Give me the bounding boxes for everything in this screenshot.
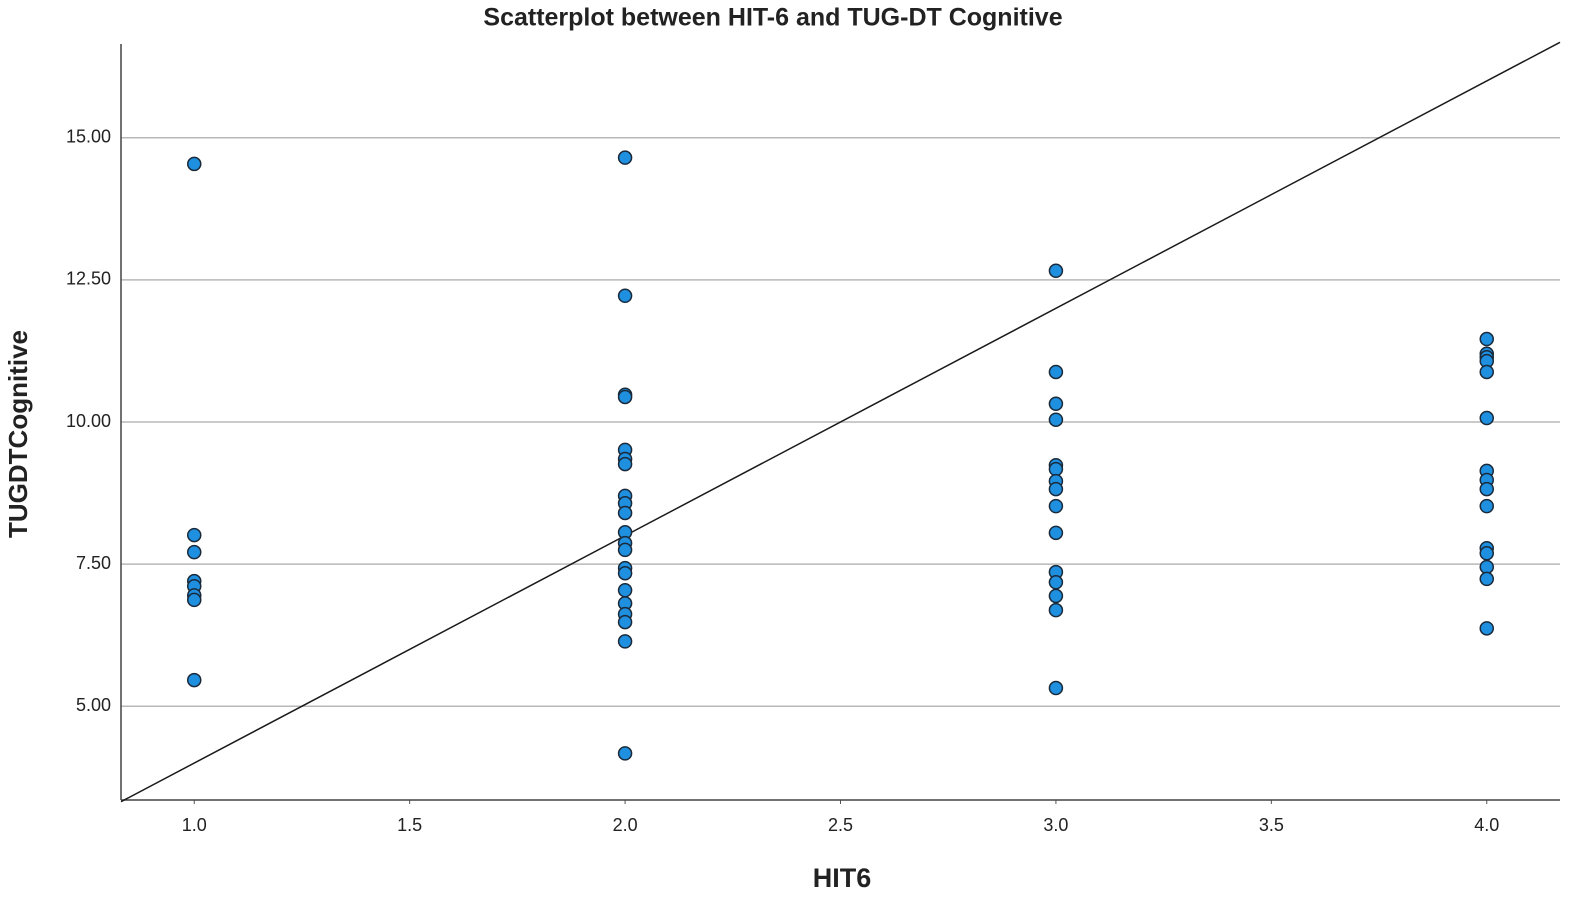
point	[186, 672, 202, 688]
point	[1479, 410, 1495, 426]
point	[1048, 412, 1064, 427]
point	[1048, 481, 1064, 497]
point	[617, 634, 633, 649]
x-tick-label: 1.0	[182, 815, 207, 835]
point	[1479, 559, 1495, 575]
y-tick-label: 5.00	[76, 695, 111, 715]
y-tick-label: 15.00	[66, 127, 111, 147]
point	[1479, 546, 1495, 561]
point	[617, 542, 633, 558]
point	[1048, 602, 1064, 618]
point	[186, 544, 202, 560]
point	[617, 288, 633, 304]
point	[1479, 498, 1495, 514]
point	[1479, 364, 1495, 380]
point	[1048, 263, 1064, 279]
point	[1048, 498, 1064, 514]
x-tick-label: 2.5	[828, 815, 853, 835]
point	[1048, 680, 1064, 696]
point	[1479, 621, 1495, 636]
point	[186, 592, 202, 608]
chart-title: Scatterplot between HIT-6 and TUG-DT Cog…	[483, 4, 1062, 32]
point	[1479, 481, 1495, 497]
point	[1048, 396, 1064, 412]
point	[186, 156, 202, 172]
point	[1479, 571, 1495, 587]
x-tick-label: 4.0	[1474, 815, 1499, 835]
point	[186, 527, 202, 543]
x-tick-label: 3.5	[1259, 815, 1284, 835]
point	[1048, 364, 1064, 380]
y-tick-label: 12.50	[66, 269, 111, 289]
point	[617, 389, 633, 405]
plot: 5.00 7.50 10.00 12.50 15.00 1.0 1.5 2.0 2.5 3.0 3.…	[66, 41, 1561, 835]
point	[1048, 588, 1064, 604]
reference-line	[120, 41, 1561, 803]
point	[1048, 525, 1064, 541]
y-tick-label: 7.50	[76, 553, 111, 573]
point	[617, 565, 633, 581]
point	[1479, 331, 1495, 347]
point	[617, 505, 633, 521]
x-tick-label: 2.0	[613, 815, 638, 835]
point	[1048, 461, 1064, 477]
point	[1048, 575, 1064, 590]
point	[617, 746, 633, 761]
point	[617, 583, 633, 598]
point	[617, 456, 633, 472]
y-tick-label: 10.00	[66, 411, 111, 431]
x-tick-label: 3.0	[1043, 815, 1068, 835]
x-tick-label: 1.5	[397, 815, 422, 835]
point	[617, 150, 633, 165]
x-axis-label: HIT6	[813, 863, 872, 893]
y-axis-label: TUGDTCognitive	[3, 330, 33, 538]
point	[617, 614, 633, 630]
